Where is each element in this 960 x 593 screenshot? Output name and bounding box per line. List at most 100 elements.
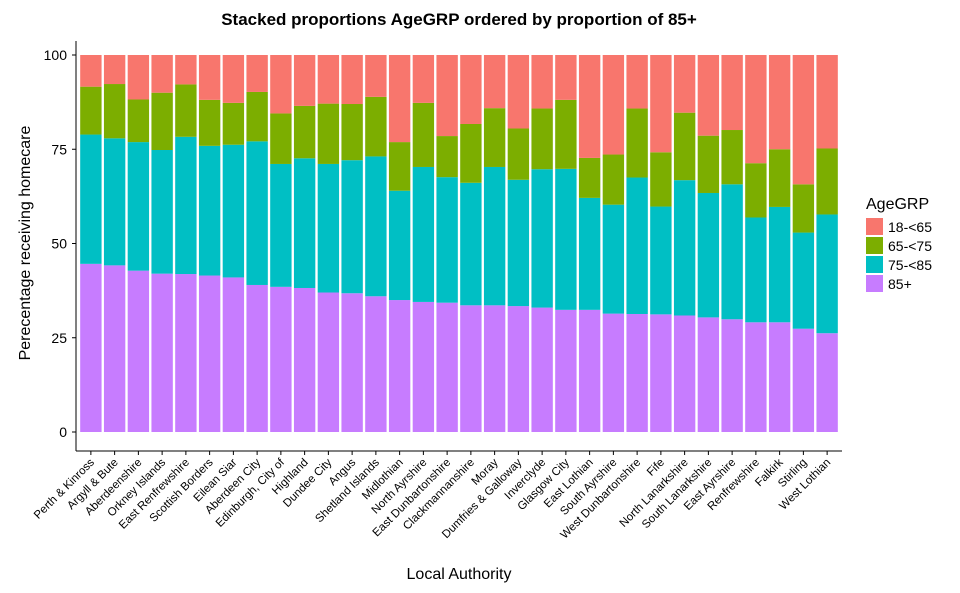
bar-segment-65-75 [483,108,506,167]
bar-segment-85 [483,305,506,432]
bar-segment-18-65 [388,55,411,143]
bar-segment-75-85 [222,144,245,278]
bar-segment-75-85 [816,214,838,334]
bars-group [80,55,838,432]
bar-segment-85 [531,307,553,432]
bar-segment-18-65 [650,55,672,153]
bar-segment-85 [365,296,387,432]
legend-swatch [866,218,883,235]
bar-segment-75-85 [507,179,530,307]
bar-segment-65-75 [578,157,601,198]
bar-segment-18-65 [721,55,743,131]
legend-label: 18-<65 [888,219,932,235]
y-tick-label: 100 [44,47,68,63]
bar-segment-18-65 [198,55,221,100]
y-tick-label: 75 [51,141,67,157]
bar-segment-75-85 [460,182,482,306]
bar-segment-75-85 [127,142,150,271]
bar-segment-18-65 [317,55,340,104]
bar-segment-75-85 [602,204,625,314]
bar-segment-65-75 [816,148,838,215]
bar-segment-85 [388,300,411,432]
bar-segment-18-65 [412,55,435,103]
legend-title: AgeGRP [866,196,929,213]
bar-segment-85 [198,275,221,432]
bar-segment-18-65 [483,55,506,109]
bar-segment-65-75 [270,113,292,164]
y-tick-label: 25 [51,330,67,346]
bar-segment-65-75 [365,96,387,157]
bar-segment-75-85 [626,177,648,314]
bar-segment-18-65 [365,55,387,97]
bar-segment-75-85 [80,134,102,264]
bar-segment-65-75 [412,102,435,167]
bar-segment-85 [602,313,625,432]
bar-segment-75-85 [151,150,173,274]
bar-segment-18-65 [127,55,150,100]
bar-segment-65-75 [80,86,102,135]
bar-segment-85 [412,301,435,432]
bar-segment-65-75 [175,84,197,137]
bar-segment-85 [270,286,292,432]
bar-segment-18-65 [626,55,648,109]
bar-segment-75-85 [103,138,126,266]
bar-segment-65-75 [103,84,126,139]
bar-segment-75-85 [270,163,292,287]
bar-segment-85 [127,270,150,432]
bar-segment-85 [293,287,316,432]
bar-segment-65-75 [151,92,173,150]
bar-segment-65-75 [697,135,720,193]
bar-segment-18-65 [270,55,292,114]
bar-segment-65-75 [222,102,245,145]
bar-segment-85 [151,273,173,432]
bar-segment-65-75 [650,152,672,207]
x-axis-title: Local Authority [407,566,512,583]
legend-swatch [866,237,883,254]
bar-segment-65-75 [673,112,696,181]
bar-segment-75-85 [198,145,221,276]
bar-segment-85 [721,319,743,432]
bar-segment-65-75 [626,108,648,178]
bar-segment-18-65 [555,55,577,100]
bar-segment-75-85 [555,168,577,310]
bar-segment-18-65 [697,55,720,136]
legend-swatch [866,275,883,292]
y-tick-label: 50 [51,236,67,252]
bar-segment-75-85 [412,166,435,302]
bar-segment-18-65 [436,55,458,137]
bar-segment-85 [768,322,791,432]
bar-segment-85 [792,328,815,432]
bar-segment-85 [103,265,126,432]
bar-segment-85 [650,314,672,432]
axes-group [75,41,842,452]
bar-segment-18-65 [151,55,173,93]
bar-segment-65-75 [555,99,577,169]
bar-segment-65-75 [460,123,482,183]
bar-segment-18-65 [602,55,625,155]
bar-segment-18-65 [673,55,696,113]
y-ticks-group: 0 25 50 75 100 [44,47,76,440]
legend-label: 85+ [888,276,912,292]
bar-segment-65-75 [127,99,150,143]
bar-segment-75-85 [531,169,553,308]
bar-segment-65-75 [293,105,316,159]
chart-title: Stacked proportions AgeGRP ordered by pr… [221,10,697,29]
bar-segment-85 [507,306,530,432]
bar-segment-75-85 [745,217,767,323]
bar-segment-85 [578,309,601,432]
bar-segment-75-85 [768,206,791,323]
bar-segment-75-85 [388,190,411,301]
bar-segment-18-65 [531,55,553,109]
bar-segment-75-85 [341,160,363,294]
bar-segment-85 [460,305,482,432]
bar-segment-75-85 [436,177,458,303]
bar-segment-85 [673,315,696,432]
bar-segment-85 [222,277,245,432]
bar-segment-85 [745,322,767,432]
bar-segment-18-65 [507,55,530,129]
bar-segment-65-75 [341,104,363,161]
bar-segment-18-65 [293,55,316,106]
bar-segment-65-75 [246,91,268,142]
bar-segment-75-85 [650,206,672,315]
